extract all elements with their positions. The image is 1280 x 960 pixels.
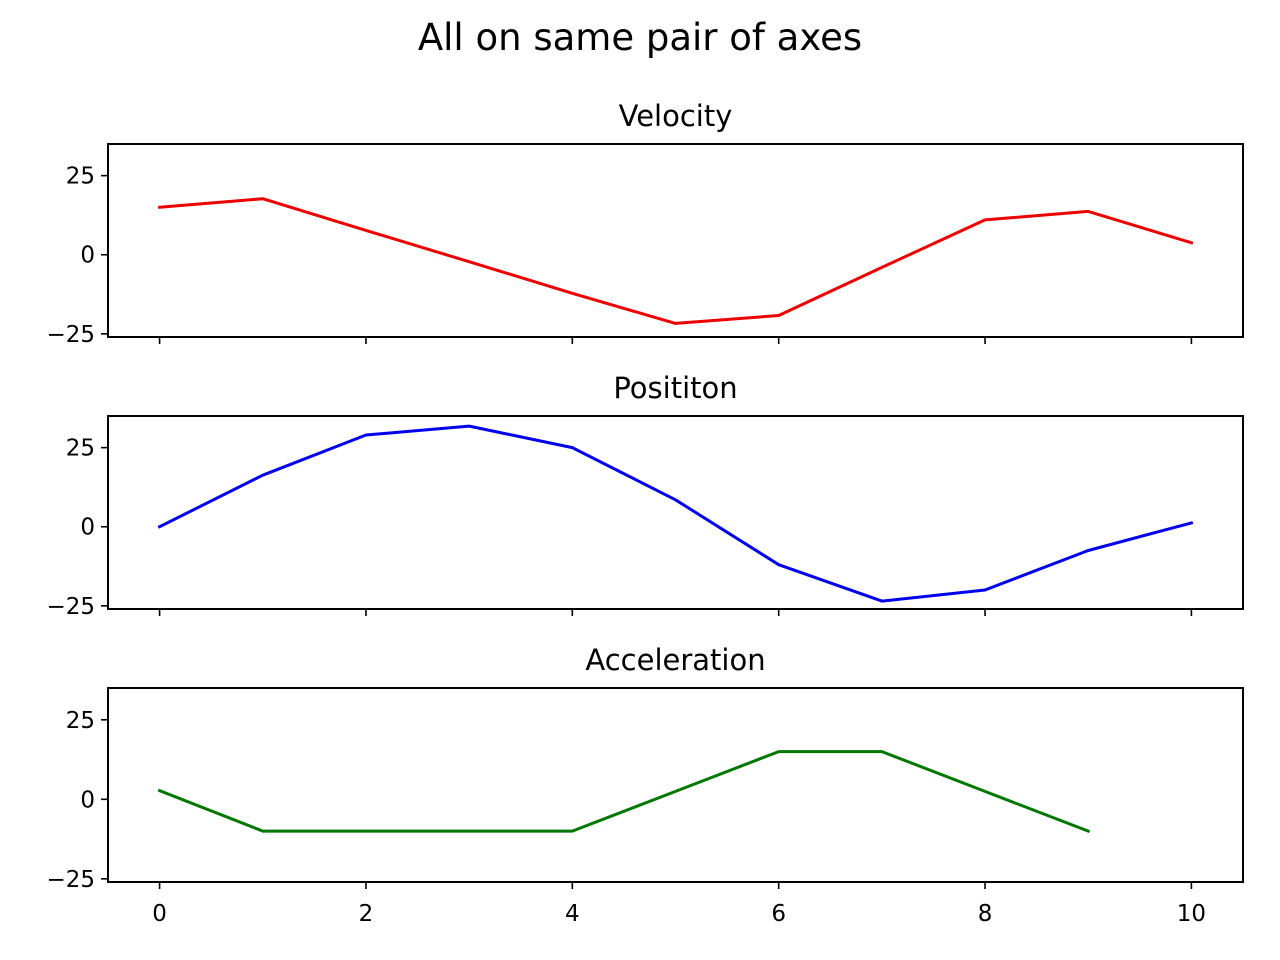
series-line-posititon [157,424,1194,603]
subplot-acceleration: Acceleration −25 0 25 0 2 4 6 8 10 [46,643,1244,927]
x-tick-label: 6 [771,901,786,927]
x-tick-label: 8 [978,901,993,927]
series-line-velocity [157,197,1194,325]
y-tick-label: −25 [46,867,95,893]
y-tick-label: −25 [46,322,95,348]
subplot-posititon: Posititon −25 0 25 [46,371,1244,620]
plot-frame [107,143,1244,338]
y-tick-label: 0 [80,787,95,813]
x-tick-label: 2 [359,901,374,927]
x-tick-label: 0 [152,901,167,927]
subplots: Velocity−25025Posititon−25025Acceleratio… [46,99,1244,927]
y-tick-label: 0 [80,515,95,541]
x-tick-label: 10 [1177,901,1206,927]
subplot-title: Acceleration [585,643,765,677]
y-tick-label: 25 [66,708,95,734]
subplot-velocity: Velocity −25 0 25 [46,99,1244,348]
figure-title: All on same pair of axes [418,16,862,59]
y-tick-label: 25 [66,164,95,190]
plot-frame [107,687,1244,883]
y-tick-label: −25 [46,594,95,620]
series-line-acceleration [157,750,1091,834]
y-tick-label: 25 [66,436,95,462]
subplot-title: Posititon [613,371,737,405]
subplot-title: Velocity [619,99,733,133]
x-tick-label: 4 [565,901,580,927]
plot-frame [107,415,1244,610]
y-tick-label: 0 [80,243,95,269]
